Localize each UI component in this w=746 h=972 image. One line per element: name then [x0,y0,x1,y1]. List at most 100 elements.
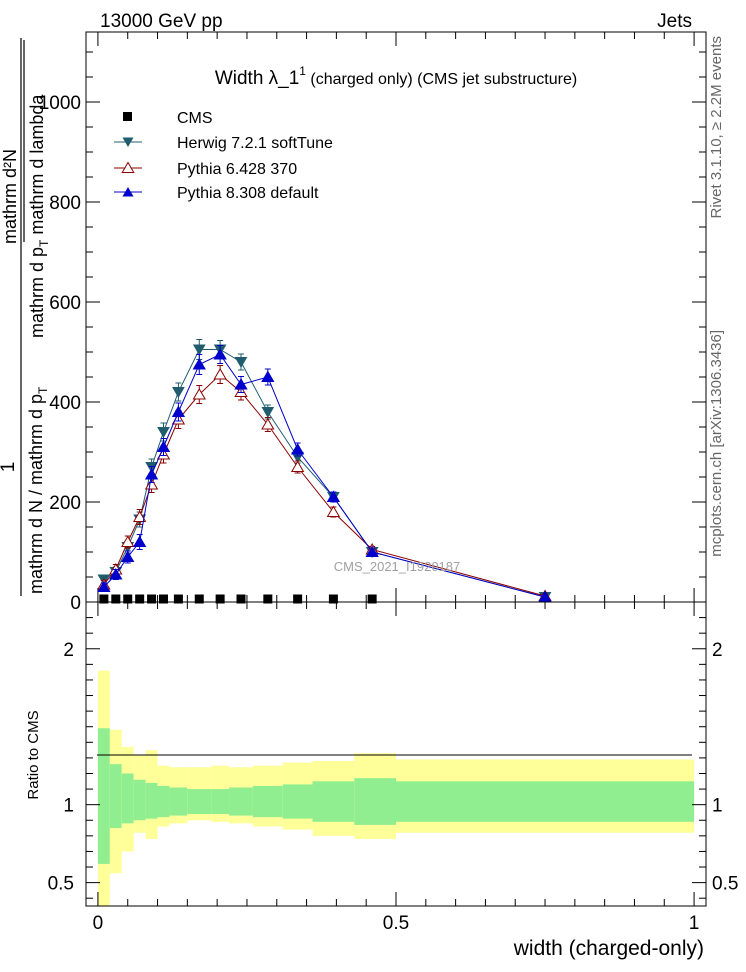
ratio-inner-band [252,785,283,818]
data-point [290,443,305,455]
cms-data-point [215,594,225,604]
cms-data-point [173,594,183,604]
ratio-inner-band [187,789,212,815]
cms-data-point [367,594,377,604]
plot-title-rest: (charged only) (CMS jet substructure) [306,71,577,88]
data-point [365,545,379,557]
data-point [213,348,227,360]
data-point [121,535,135,547]
legend-label-pythia6: Pythia 6.428 370 [177,161,297,178]
legend-marker-herwig [122,137,134,147]
ratio-inner-band [396,781,695,822]
y-label-one: 1 [0,462,19,473]
plot-title-main: Width λ_1 [215,68,299,89]
ratio-y-tick-label: 1 [63,796,74,817]
data-point [192,358,206,370]
cms-data-point [263,594,273,604]
x-axis-label: width (charged-only) [513,937,704,960]
rivet-label: Rivet 3.1.10, ≥ 2.2M events [708,36,725,219]
main-y-tick-label: 0 [70,593,81,614]
ratio-plot-panel: 0.5 0.5 1 1 2 2 0 0.5 1 Ratio to CMS width (char… [25,601,738,960]
ratio-inner-band [282,784,313,819]
x-tick-label: 1 [689,913,700,934]
data-point [290,460,305,472]
ratio-inner-band [229,787,253,816]
ratio-y-tick-label: 2 [63,640,74,661]
ratio-y-tick-label-right: 1 [712,796,723,817]
x-tick-label: 0.5 [383,913,409,934]
data-point [144,468,159,480]
data-point [157,427,170,438]
data-point [109,568,123,580]
data-point [132,535,147,547]
legend-label-herwig: Herwig 7.2.1 softTune [177,135,333,152]
main-y-tick-label: 1000 [39,93,81,114]
ratio-inner-band [121,773,134,824]
y-label-numerator-main: mathrm d²N [0,149,20,244]
data-point [234,357,248,368]
data-point [172,387,185,398]
ratio-inner-band [211,789,230,815]
main-y-tick-label: 600 [49,293,81,314]
data-point [234,378,248,390]
data-point [192,388,206,400]
cms-data-point [135,594,145,604]
ratio-y-tick-label-right: 0.5 [712,874,738,895]
mcplots-label: mcplots.cern.ch [arXiv:1306.3436] [708,330,725,557]
cms-data-point [159,594,168,604]
ratio-inner-band [312,781,355,822]
series-line [103,349,546,598]
main-y-tick-label: 400 [49,393,81,414]
data-point [192,344,206,356]
legend-label-cms: CMS [177,110,213,127]
main-y-tick-label: 800 [49,193,81,214]
data-point [213,368,227,380]
data-point [132,510,147,522]
ratio-inner-band [157,785,170,818]
ratio-axis-ticks: 0.5 0.5 1 1 2 2 0 0.5 1 [48,602,738,934]
ratio-inner-band [354,778,396,825]
analysis-watermark: CMS_2021_I1920187 [334,559,461,574]
ratio-inner-band [169,787,188,816]
main-y-axis-label: 1 mathrm d N / mathrm d pT mathrm d²N ma… [0,38,51,596]
series-1 [97,339,552,603]
data-point [261,370,275,382]
cms-data-point [111,594,121,604]
ratio-y-axis-label: Ratio to CMS [25,710,42,799]
data-point [156,440,171,452]
data-point [326,490,341,502]
process-label: Jets [657,11,692,32]
main-y-tick-label: 200 [49,493,81,514]
plot-title: Width λ_11 (charged only) (CMS jet subst… [215,64,577,89]
cms-data-point [328,594,338,604]
legend: CMS Herwig 7.2.1 softTune Pythia 6.428 3… [114,110,333,202]
ratio-inner-band [133,779,146,821]
legend-label-pythia8: Pythia 8.308 default [177,185,319,202]
energy-label: 13000 GeV pp [100,11,223,32]
cms-data-point [194,594,204,604]
plot-title-sup: 1 [299,64,306,78]
x-tick-label: 0 [93,913,104,934]
data-point [261,407,275,418]
ratio-y-tick-label-right: 2 [712,640,723,661]
data-point [326,505,341,517]
series-0 [99,594,377,604]
ratio-inner-band [109,764,122,829]
y-label-denominator-main: mathrm d N / mathrm d p [26,394,46,594]
series-3 [97,345,552,602]
ratio-y-tick-label: 0.5 [48,874,74,895]
y-label-denominator: mathrm d N / mathrm d pT [26,386,50,594]
data-point [97,580,111,592]
y-label-numerator: mathrm d²N [0,149,20,244]
cms-data-point [147,594,157,604]
cms-data-point [236,594,246,604]
main-axis-ticks: 0 200 400 600 800 1000 [39,32,706,614]
ratio-bands-group [97,670,695,906]
y-label-numerator-rest: mathrm d p [27,247,47,338]
series-2 [97,365,552,601]
y-label-numerator-sub: T [37,239,51,247]
y-label-numerator-tail: mathrm d lambda [27,94,47,240]
ratio-inner-band [97,728,110,864]
cms-data-point [293,594,303,604]
